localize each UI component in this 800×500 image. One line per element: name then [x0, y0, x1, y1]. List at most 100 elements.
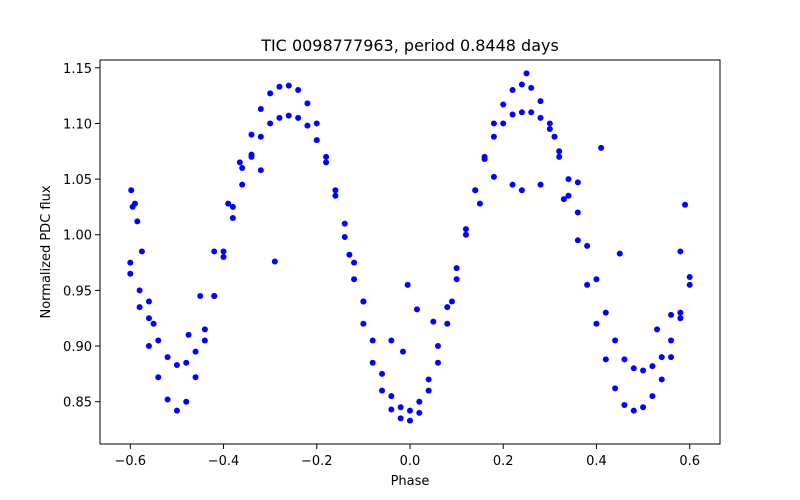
- data-point: [138, 248, 145, 255]
- data-point: [239, 181, 246, 188]
- data-point: [677, 309, 684, 316]
- data-point: [304, 100, 311, 107]
- x-tick-label: −0.4: [208, 454, 240, 469]
- y-tick-label: 0.90: [63, 340, 92, 355]
- data-point: [668, 337, 675, 344]
- data-point: [481, 156, 488, 163]
- data-point: [556, 153, 563, 160]
- data-point: [128, 187, 135, 194]
- data-point: [593, 320, 600, 327]
- data-point: [500, 101, 507, 108]
- data-point: [360, 298, 367, 305]
- data-point: [145, 298, 152, 305]
- y-tick-label: 0.95: [63, 284, 92, 299]
- data-point: [565, 176, 572, 183]
- data-point: [285, 112, 292, 119]
- data-point: [276, 114, 283, 121]
- data-point: [360, 320, 367, 327]
- data-point: [150, 320, 157, 327]
- x-tick-label: −0.2: [301, 454, 333, 469]
- data-point: [584, 281, 591, 288]
- data-point: [668, 354, 675, 361]
- data-point: [416, 409, 423, 416]
- data-point: [668, 311, 675, 318]
- data-point: [164, 396, 171, 403]
- data-point: [407, 407, 413, 414]
- data-point: [413, 306, 420, 313]
- data-point: [537, 98, 544, 105]
- data-point: [425, 387, 432, 394]
- data-point: [649, 393, 656, 400]
- data-point: [462, 231, 469, 238]
- data-point: [425, 376, 432, 383]
- data-point: [201, 337, 208, 344]
- data-point: [640, 404, 647, 411]
- data-point: [612, 385, 619, 392]
- data-point: [453, 265, 460, 272]
- data-point: [476, 200, 483, 207]
- data-point: [155, 337, 162, 344]
- data-point: [236, 159, 243, 166]
- data-point: [598, 144, 605, 151]
- data-point: [155, 374, 162, 381]
- data-point: [434, 343, 441, 350]
- data-point: [295, 87, 302, 94]
- data-point: [574, 237, 581, 244]
- data-point: [248, 151, 255, 158]
- data-point: [537, 114, 544, 121]
- data-point: [560, 196, 567, 203]
- data-point: [434, 359, 441, 366]
- data-point: [528, 109, 535, 116]
- data-point: [136, 304, 143, 311]
- data-point: [490, 173, 497, 180]
- data-point: [267, 90, 274, 97]
- data-point: [686, 281, 693, 288]
- data-point: [192, 374, 199, 381]
- data-point: [658, 376, 665, 383]
- data-point: [404, 281, 411, 288]
- chart-title: TIC 0098777963, period 0.8448 days: [260, 36, 559, 55]
- data-point: [369, 359, 376, 366]
- y-axis: 0.85 0.90 0.95 1.00 1.05 1.10 1.15: [63, 62, 100, 411]
- data-point: [145, 315, 152, 322]
- data-point: [341, 233, 348, 240]
- x-tick-label: 0.0: [400, 454, 421, 469]
- x-tick-label: 0.4: [586, 454, 607, 469]
- data-point: [127, 259, 134, 266]
- data-point: [313, 120, 320, 127]
- data-point: [257, 167, 264, 174]
- data-point: [379, 370, 386, 377]
- data-point: [490, 133, 497, 140]
- data-point: [276, 83, 283, 90]
- data-point: [523, 70, 530, 77]
- y-tick-label: 1.15: [63, 62, 92, 77]
- data-point: [448, 298, 455, 305]
- data-point: [654, 326, 661, 333]
- y-tick-label: 1.10: [63, 117, 92, 132]
- x-tick-label: −0.6: [115, 454, 147, 469]
- data-point: [444, 304, 451, 311]
- data-point: [546, 120, 553, 127]
- data-point: [323, 159, 330, 166]
- data-point: [658, 354, 665, 361]
- data-point: [584, 242, 591, 249]
- data-point: [677, 315, 684, 322]
- data-point: [551, 133, 558, 140]
- data-point: [677, 248, 684, 255]
- data-point: [518, 187, 525, 194]
- data-point: [593, 276, 600, 283]
- data-point: [490, 120, 497, 127]
- data-point: [211, 292, 218, 299]
- data-point: [616, 250, 623, 257]
- data-point: [267, 120, 274, 127]
- data-point: [462, 226, 469, 233]
- data-point: [388, 337, 395, 344]
- data-point: [211, 248, 218, 255]
- data-point: [192, 348, 199, 355]
- data-point: [164, 354, 171, 361]
- data-point: [612, 337, 619, 344]
- data-point: [369, 337, 376, 344]
- data-point: [197, 292, 204, 299]
- data-point: [682, 201, 689, 208]
